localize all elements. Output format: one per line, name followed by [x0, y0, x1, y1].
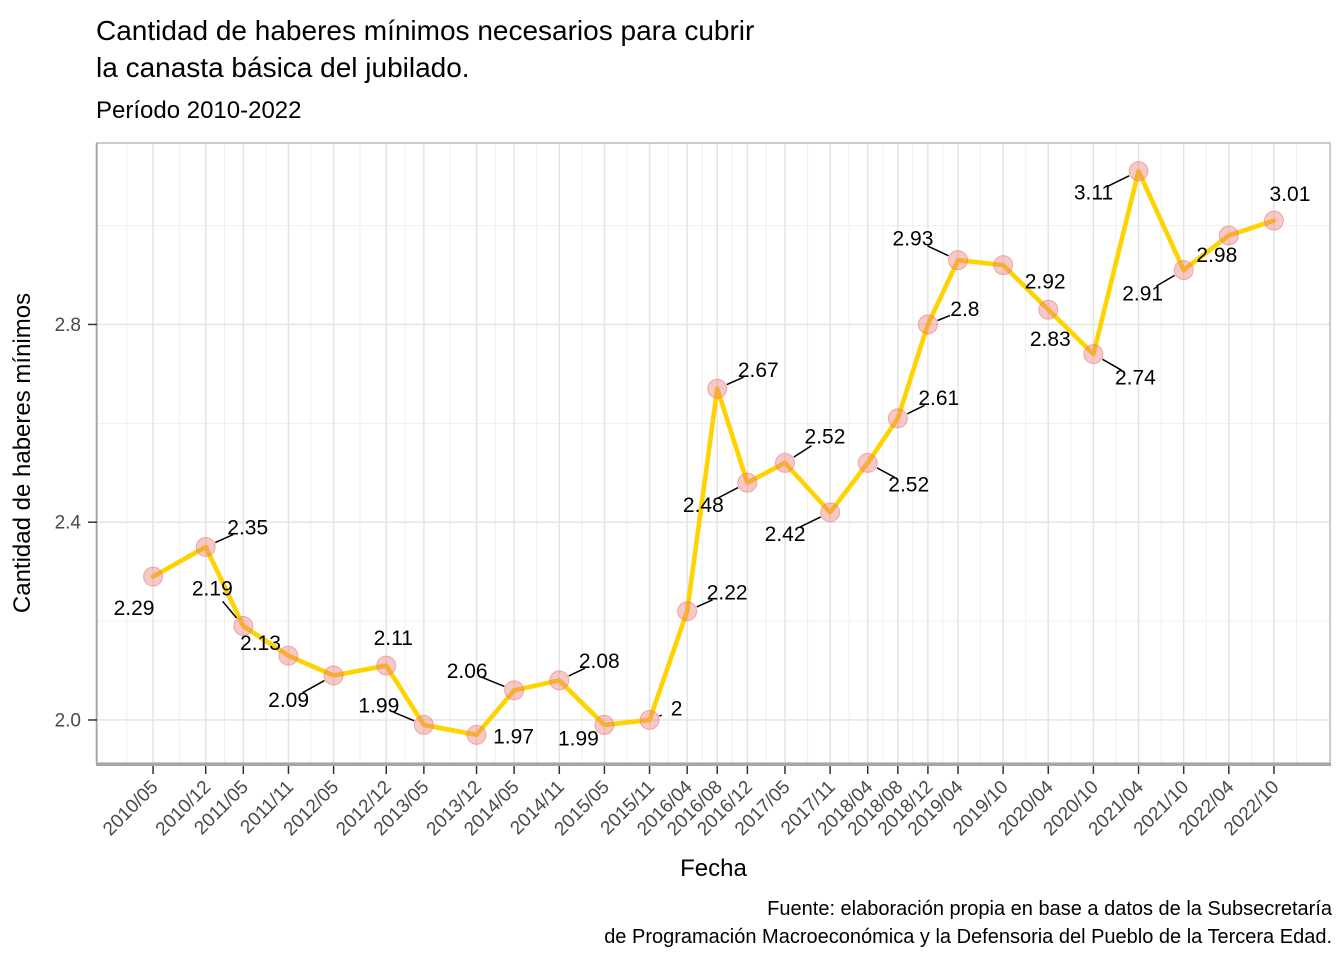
data-point	[1038, 299, 1059, 320]
data-point-label: 2.83	[1030, 328, 1071, 351]
label-leader-line	[696, 599, 713, 608]
data-point-label: 2.92	[1025, 271, 1066, 294]
source-caption: Fuente: elaboración propia en base a dat…	[604, 895, 1332, 951]
data-point-label: 1.99	[558, 727, 599, 750]
data-point-label: 2.29	[114, 597, 155, 620]
data-point-label: 2.22	[707, 582, 748, 605]
label-leader-line	[726, 376, 744, 386]
y-tick-label: 2.4	[55, 513, 82, 534]
data-point-label: 2.48	[683, 494, 724, 517]
caption-line1: Fuente: elaboración propia en base a dat…	[767, 898, 1332, 920]
label-leader-line	[937, 314, 951, 322]
data-point-label: 2.8	[950, 298, 979, 321]
data-point	[737, 472, 758, 493]
data-point	[143, 566, 164, 587]
data-point	[594, 714, 615, 735]
data-point	[1263, 210, 1284, 231]
data-point-label: 2.09	[268, 689, 309, 712]
data-point	[323, 665, 344, 686]
data-point	[707, 378, 728, 399]
chart-title-line1: Cantidad de haberes mínimos necesarios p…	[96, 15, 755, 46]
data-point-label: 2.19	[192, 578, 233, 601]
data-point	[195, 536, 216, 557]
data-point-label: 2.74	[1115, 367, 1156, 390]
data-point-label: 3.01	[1270, 183, 1311, 206]
data-point	[549, 670, 570, 691]
panel-border	[96, 142, 1331, 764]
label-leader-line	[1102, 358, 1122, 371]
data-point-label: 2.98	[1196, 244, 1237, 267]
data-point	[993, 255, 1014, 276]
data-point-label: 2.61	[918, 387, 959, 410]
label-leader-line	[658, 714, 663, 717]
data-point-label: 2	[671, 697, 683, 720]
data-point-label: 2.67	[738, 359, 779, 382]
data-point-label: 2.06	[447, 660, 488, 683]
label-leader-line	[799, 516, 822, 528]
data-point-label: 2.11	[374, 627, 413, 650]
y-tick-label: 2.8	[55, 315, 81, 336]
y-axis-title: Cantidad de haberes mínimos	[9, 293, 36, 613]
chart-subtitle: Período 2010-2022	[96, 97, 302, 124]
data-point-label: 2.52	[805, 425, 846, 448]
data-point	[1083, 344, 1104, 365]
data-point	[947, 250, 968, 271]
data-point-label: 3.11	[1074, 182, 1113, 205]
chart-title-line2: la canasta básica del jubilado.	[96, 52, 470, 83]
label-leader-line	[481, 676, 505, 688]
label-leader-line	[717, 486, 739, 499]
x-axis-title: Fecha	[680, 855, 747, 882]
data-point	[376, 655, 397, 676]
data-point	[917, 314, 938, 335]
data-point-label: 1.97	[493, 725, 534, 748]
data-point-label: 2.35	[227, 516, 268, 539]
data-point	[233, 616, 254, 637]
data-point	[857, 452, 878, 473]
x-tick-label: 2010/05	[99, 777, 162, 840]
data-point-label: 2.13	[240, 632, 281, 655]
label-leader-line	[793, 444, 812, 458]
label-leader-line	[1107, 175, 1130, 187]
label-leader-line	[393, 711, 415, 722]
data-point-label: 1.99	[358, 694, 399, 717]
data-point	[677, 601, 698, 622]
data-point-label: 2.42	[765, 523, 806, 546]
label-leader-line	[927, 245, 949, 257]
data-point	[1218, 225, 1239, 246]
label-leader-line	[214, 533, 234, 544]
data-point	[278, 645, 299, 666]
data-point	[820, 502, 841, 523]
label-leader-line	[568, 667, 586, 677]
data-point-label: 2.52	[888, 473, 929, 496]
data-point-label: 2.08	[579, 650, 620, 673]
label-leader-line	[302, 679, 325, 694]
series-line	[150, 168, 1277, 738]
label-leader-line	[1156, 274, 1175, 287]
data-point	[1128, 161, 1149, 182]
data-point	[413, 714, 434, 735]
data-point	[504, 680, 525, 701]
caption-line2: de Programación Macroeconómica y la Defe…	[604, 926, 1332, 948]
data-point	[774, 452, 795, 473]
data-point	[639, 709, 660, 730]
chart-title: Cantidad de haberes mínimos necesarios p…	[96, 12, 754, 86]
data-point	[887, 408, 908, 429]
data-point	[1173, 260, 1194, 281]
data-point-label: 2.91	[1122, 283, 1163, 306]
label-leader-line	[906, 404, 925, 415]
label-leader-line	[222, 600, 238, 619]
y-tick-label: 2.0	[55, 710, 81, 731]
data-point-label: 2.93	[893, 228, 934, 251]
label-leader-line	[876, 467, 895, 478]
data-point	[466, 724, 487, 745]
